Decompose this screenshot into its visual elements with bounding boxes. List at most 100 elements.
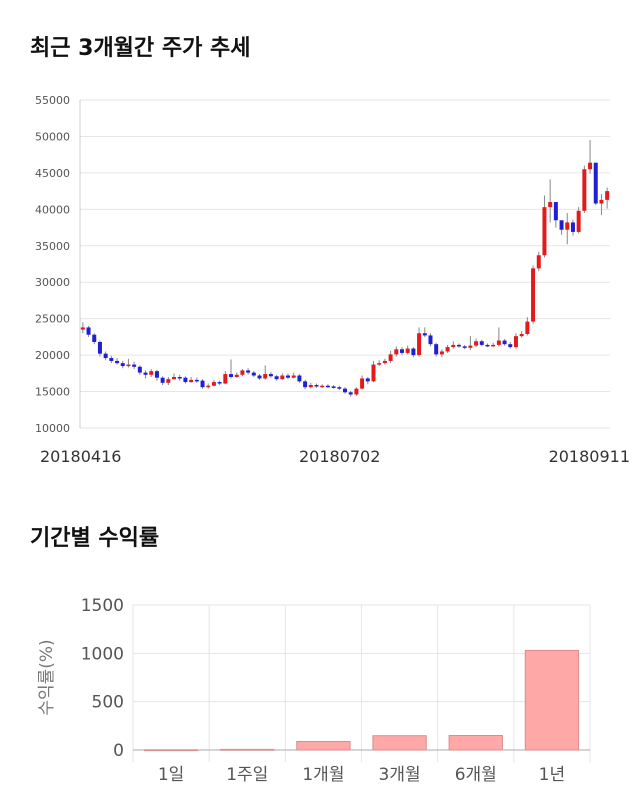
candle-body [394, 349, 399, 355]
candle-body [485, 344, 490, 347]
candle-body [451, 344, 456, 348]
candle-body [303, 381, 308, 388]
candle-body [548, 202, 553, 208]
candle-body [268, 374, 273, 377]
candle-body [263, 374, 268, 379]
y-tick-label: 45000 [35, 167, 70, 180]
candle-body [229, 374, 234, 377]
candle-body [86, 327, 91, 335]
candle-body [286, 375, 291, 378]
candle-body [377, 363, 382, 365]
candle-body [120, 363, 125, 367]
candle-body [211, 382, 216, 386]
price-trend-chart: 10000 15000 20000 25000 30000 35000 40000 45000… [35, 94, 630, 466]
candle-body [137, 366, 142, 373]
candle-body [354, 388, 359, 395]
y-tick-label: 10000 [35, 422, 70, 435]
candle-body [536, 255, 541, 269]
candle-body [360, 378, 365, 389]
candle-body [502, 340, 507, 345]
y-tick-label: 500 [92, 693, 124, 713]
x-tick-label: 6개월 [455, 765, 497, 785]
candle-body [297, 375, 302, 382]
candle-body [513, 336, 518, 348]
candle-body [531, 268, 536, 322]
candle-body [417, 333, 422, 356]
candle-body [172, 376, 177, 380]
candle-body [405, 348, 410, 353]
bar [448, 735, 503, 751]
candle-body [576, 210, 581, 232]
candle-body [462, 346, 467, 348]
candle-body [559, 220, 564, 230]
candle-body [92, 334, 97, 342]
price-trend-title: 최근 3개월간 주가 추세 [30, 36, 251, 61]
bar [372, 735, 427, 751]
x-tick-label: 1주일 [226, 765, 268, 785]
candle-body [80, 327, 85, 330]
candle-body [496, 340, 501, 345]
candle-body [194, 379, 199, 382]
candle-body [331, 386, 336, 388]
candle-body [399, 349, 404, 353]
candle-body [200, 380, 205, 388]
candle-body [126, 364, 131, 367]
y-axis-label: 수익률(%) [37, 639, 57, 715]
candle-body [166, 379, 171, 383]
candle-body [291, 375, 296, 378]
candle-body [582, 169, 587, 211]
candle-body [274, 376, 279, 380]
candle-body [103, 353, 108, 359]
candle-body [388, 354, 393, 361]
candle-body [189, 379, 194, 383]
candle-body [246, 370, 251, 373]
candle-body [479, 341, 484, 345]
candle-body [422, 333, 427, 336]
candle-body [132, 364, 137, 367]
bar [143, 749, 199, 752]
candle-body [143, 372, 148, 375]
candle-body [519, 333, 524, 337]
candle-body [177, 376, 182, 379]
candle-body [525, 321, 530, 334]
candle-body [234, 374, 239, 377]
candle-body [439, 351, 444, 355]
x-tick-label: 20180702 [299, 447, 380, 466]
candle-body [599, 199, 604, 204]
candle-body [223, 374, 228, 384]
candle-body [508, 344, 513, 348]
x-tick-label: 3개월 [379, 765, 421, 785]
candle-body [149, 371, 154, 375]
candle-body [365, 378, 370, 382]
x-tick-label: 20180416 [40, 447, 121, 466]
candle-body [588, 162, 593, 170]
candle-body [570, 222, 575, 232]
candle-body [593, 162, 598, 204]
bar [296, 740, 351, 751]
candle-body [343, 388, 347, 393]
candle-body [217, 382, 222, 384]
candle-body [491, 344, 496, 347]
y-tick-label: 35000 [35, 240, 70, 253]
candle-body [553, 202, 558, 221]
candle-body [183, 377, 188, 383]
candle-body [325, 385, 330, 388]
candle-body [206, 385, 211, 388]
y-tick-label: 1500 [81, 596, 124, 616]
candle-body [320, 385, 325, 388]
x-tick-label: 1일 [158, 765, 184, 785]
x-tick-label: 20180911 [549, 447, 630, 466]
candle-body [605, 191, 610, 200]
y-tick-label: 40000 [35, 203, 70, 216]
candle-body [308, 384, 313, 388]
y-tick-label: 15000 [35, 386, 70, 399]
y-tick-label: 30000 [35, 276, 70, 289]
candle-body [428, 335, 433, 345]
bar [220, 748, 275, 751]
y-tick-label: 50000 [35, 130, 70, 143]
candle-body [257, 375, 262, 379]
bar [524, 649, 580, 751]
candle-body [160, 377, 165, 383]
candle-body [314, 384, 319, 387]
